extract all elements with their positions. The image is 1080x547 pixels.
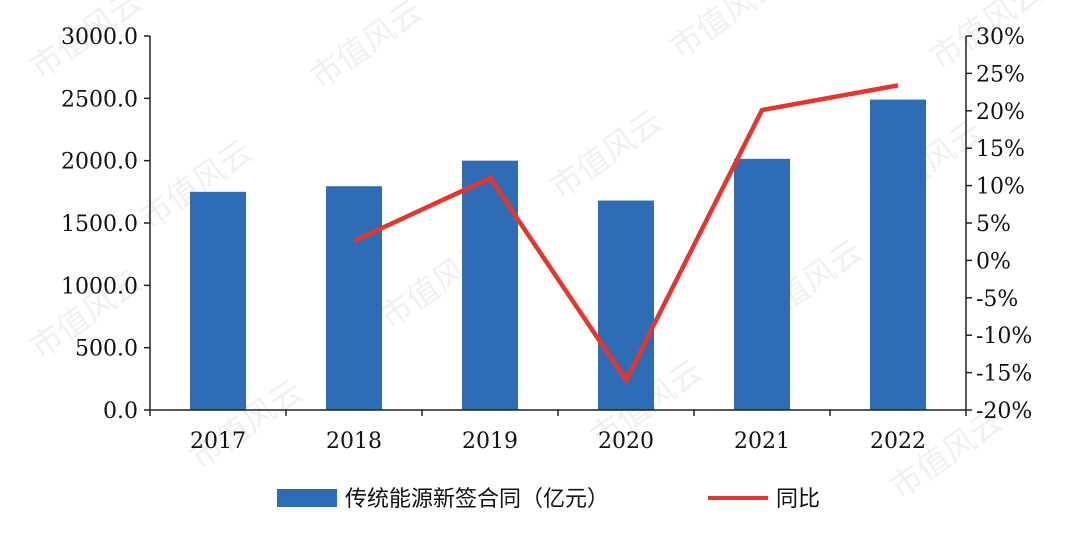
- bar-series: [190, 99, 926, 410]
- right-tick-label: -5%: [976, 287, 1018, 312]
- right-axis-ticks: -20% -15% -10% -5% 0% 5% 10% 15% 20% 25% 30%: [966, 25, 1032, 424]
- bar-2022: [870, 99, 926, 410]
- x-axis-ticks: 2017 2018 2019 2020 2021 2022: [149, 410, 967, 454]
- left-tick-label: 1000.0: [61, 274, 138, 299]
- left-tick-label: 500.0: [75, 337, 138, 362]
- right-tick-label: -15%: [976, 362, 1032, 387]
- right-tick-label: -10%: [976, 324, 1032, 349]
- bar-2021: [734, 158, 790, 410]
- legend-swatch-bar: [277, 489, 337, 507]
- bar-2019: [462, 160, 518, 410]
- right-tick-label: 25%: [976, 62, 1025, 87]
- watermark-text: 市值风云: [663, 0, 790, 67]
- left-axis-ticks: 0.0 500.0 1000.0 1500.0 2000.0 2500.0 3000.0: [61, 25, 150, 424]
- watermark-text: 市值风云: [303, 0, 430, 97]
- x-tick-label: 2018: [326, 429, 382, 454]
- x-tick-label: 2019: [462, 429, 518, 454]
- x-tick-label: 2021: [734, 429, 790, 454]
- right-tick-label: 15%: [976, 137, 1025, 162]
- legend: 传统能源新签合同（亿元） 同比: [277, 487, 820, 512]
- left-tick-label: 0.0: [103, 399, 138, 424]
- right-tick-label: 0%: [976, 249, 1011, 274]
- bar-2017: [190, 191, 246, 410]
- left-tick-label: 2000.0: [61, 150, 138, 175]
- legend-label-line: 同比: [776, 487, 820, 512]
- legend-label-bar: 传统能源新签合同（亿元）: [345, 487, 609, 512]
- x-tick-label: 2017: [190, 429, 246, 454]
- line-series: [353, 83, 899, 385]
- right-tick-label: -20%: [976, 399, 1032, 424]
- right-tick-label: 20%: [976, 100, 1025, 125]
- x-tick-label: 2020: [598, 429, 654, 454]
- axes: [149, 36, 967, 411]
- right-tick-label: 5%: [976, 212, 1011, 237]
- right-tick-label: 10%: [976, 175, 1025, 200]
- watermark-text: 市值风云: [543, 102, 670, 207]
- right-tick-label: 30%: [976, 25, 1025, 50]
- left-tick-label: 2500.0: [61, 87, 138, 112]
- x-tick-label: 2022: [870, 429, 926, 454]
- bar-2018: [326, 186, 382, 410]
- left-tick-label: 3000.0: [61, 25, 138, 50]
- left-tick-label: 1500.0: [61, 212, 138, 237]
